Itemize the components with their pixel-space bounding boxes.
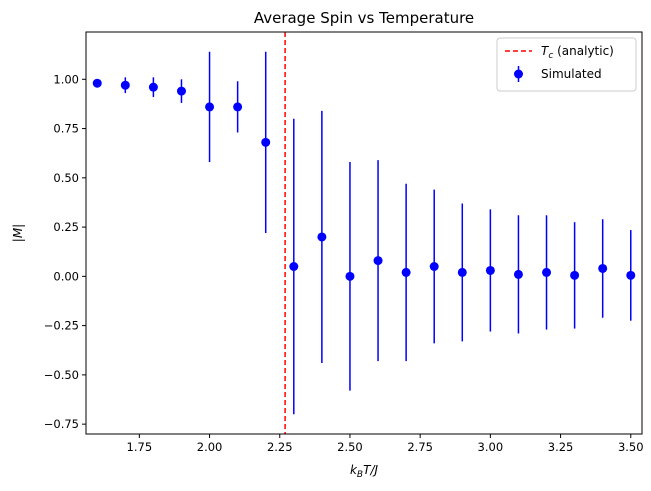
x-tick-label: 2.25 [267, 440, 293, 454]
data-point [570, 270, 580, 280]
data-marks [92, 32, 636, 434]
x-axis-ticks: 1.75 2.00 2.25 2.50 2.75 3.00 3.25 3.50 [127, 434, 644, 454]
data-point [542, 267, 552, 277]
x-tick-label: 1.75 [127, 440, 153, 454]
data-point [120, 80, 130, 90]
y-tick-label: 0.25 [53, 220, 79, 234]
data-point [176, 86, 186, 96]
legend-point-marker [514, 69, 523, 79]
data-point [345, 271, 355, 281]
legend-vline-label: Tc (analytic) [541, 44, 614, 61]
y-axis-label: |M| [11, 224, 25, 242]
x-tick-label: 3.50 [618, 440, 644, 454]
y-tick-label: −0.25 [44, 319, 79, 333]
plot-area [86, 32, 642, 434]
data-point [513, 269, 523, 279]
x-tick-label: 2.00 [197, 440, 223, 454]
data-point [429, 262, 439, 271]
y-tick-label: 0.75 [53, 122, 79, 136]
data-point [401, 267, 411, 277]
y-axis-ticks: −0.75 −0.50 −0.25 0.00 0.25 0.50 0.75 1.00 [44, 72, 86, 431]
x-axis-label: kBT/J [350, 463, 379, 480]
data-point [457, 267, 467, 277]
y-tick-label: −0.75 [44, 417, 79, 431]
data-point [598, 263, 608, 273]
data-point [289, 262, 299, 271]
chart-title: Average Spin vs Temperature [254, 9, 474, 27]
data-point [261, 137, 271, 147]
data-point [317, 232, 327, 242]
plot-frame [85, 31, 643, 435]
y-tick-label: 1.00 [53, 72, 79, 86]
y-tick-label: 0.00 [53, 269, 79, 283]
data-point [485, 265, 495, 275]
x-tick-label: 2.75 [407, 440, 433, 454]
data-point [92, 78, 102, 88]
y-tick-label: 0.50 [53, 171, 79, 185]
data-point [148, 82, 158, 92]
data-point [373, 256, 383, 266]
x-tick-label: 3.00 [478, 440, 504, 454]
data-point [233, 102, 243, 112]
x-tick-label: 3.25 [548, 440, 574, 454]
data-point [626, 270, 636, 280]
legend: Tc (analytic) Simulated [496, 37, 637, 92]
data-point [205, 102, 215, 112]
legend-series-label: Simulated [541, 67, 602, 81]
x-tick-label: 2.50 [337, 440, 363, 454]
y-tick-label: −0.50 [44, 368, 79, 382]
